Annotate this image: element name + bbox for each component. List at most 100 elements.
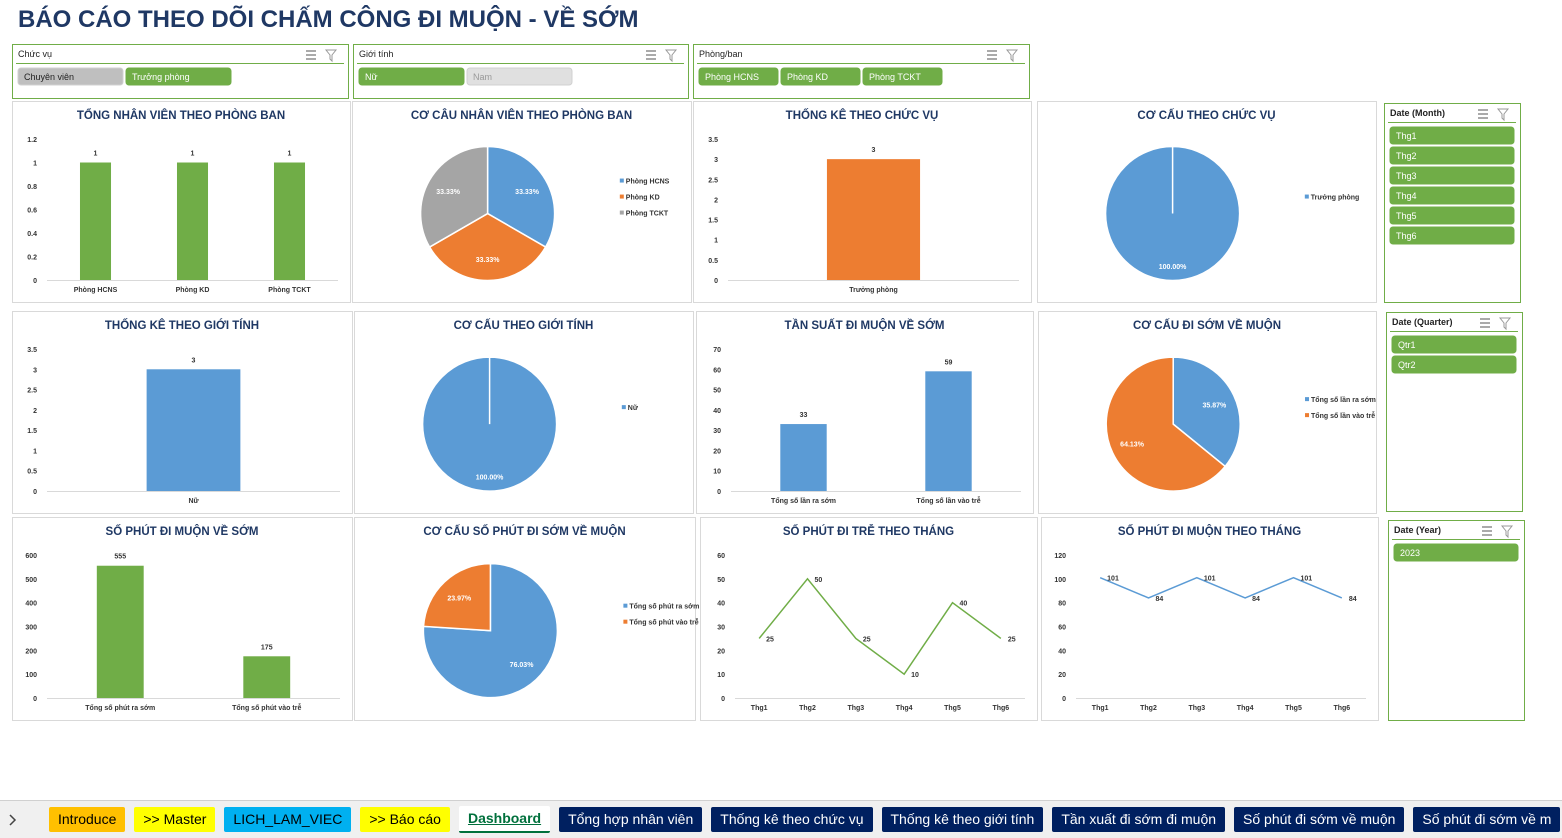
sheet-tab[interactable]: Tần xuất đi sớm đi muộn: [1052, 807, 1226, 832]
slicer-item-label[interactable]: 2023: [1400, 548, 1420, 558]
slicer-clear-icon[interactable]: [1498, 317, 1512, 331]
chart-title: SỐ PHÚT ĐI TRỄ THEO THÁNG: [783, 524, 954, 538]
y-tick-label: 2: [33, 408, 37, 415]
legend-label: Phòng TCKT: [626, 211, 669, 218]
slicer-item[interactable]: [1389, 186, 1515, 205]
sheet-tab[interactable]: Tổng hợp nhân viên: [559, 807, 703, 832]
data-label: 84: [1156, 596, 1164, 603]
y-tick-label: 0: [33, 278, 37, 285]
x-tick-label: Thg6: [1333, 705, 1350, 712]
legend-swatch: [619, 194, 624, 199]
y-tick-label: 200: [25, 648, 37, 655]
slicer-multiselect-icon[interactable]: [306, 50, 316, 60]
chart-panel: [696, 311, 1034, 514]
legend-label: Phòng HCNS: [626, 179, 670, 186]
y-tick-label: 80: [1058, 601, 1066, 608]
slicer-multiselect-icon[interactable]: [1478, 109, 1488, 119]
y-tick-label: 400: [25, 601, 37, 608]
slicer-multiselect-icon[interactable]: [1480, 318, 1490, 328]
x-tick-label: Thg4: [1237, 705, 1254, 712]
slicer-item[interactable]: [1389, 126, 1515, 145]
slicer-clear-icon[interactable]: [1500, 525, 1514, 539]
slicer-item-label[interactable]: Nam: [473, 72, 492, 82]
slicer-clear-icon[interactable]: [324, 49, 338, 63]
sheet-tabs: Introduce >> Master LICH_LAM_VIEC >> Báo cá…: [0, 800, 1562, 838]
slicer-item-label[interactable]: Phòng TCKT: [869, 72, 921, 82]
y-tick-label: 3.5: [708, 137, 718, 144]
x-tick-label: Nữ: [188, 498, 199, 505]
slicer-item-label[interactable]: Thg3: [1396, 171, 1417, 181]
slicer-item-label[interactable]: Thg2: [1396, 151, 1417, 161]
slicer-item-label[interactable]: Phòng HCNS: [705, 72, 759, 82]
y-tick-label: 3.5: [27, 347, 37, 354]
slicer-item[interactable]: [1391, 335, 1517, 354]
slicer-item[interactable]: [1389, 146, 1515, 165]
y-tick-label: 600: [25, 553, 37, 560]
y-tick-label: 30: [713, 428, 721, 435]
slicer-item-label[interactable]: Trưởng phòng: [132, 72, 190, 82]
data-label: 33: [800, 412, 808, 419]
chart-title: TẦN SUẤT ĐI MUỘN VỀ SỚM: [785, 319, 945, 332]
slicer-item[interactable]: [358, 67, 465, 86]
y-tick-label: 2: [714, 197, 718, 204]
data-label: 33.33%: [476, 257, 501, 264]
slicer-item[interactable]: [1389, 226, 1515, 245]
slicer-clear-icon[interactable]: [1496, 108, 1510, 122]
slicer-item-label[interactable]: Thg6: [1396, 231, 1417, 241]
slicer-multiselect-icon[interactable]: [646, 50, 656, 60]
sheet-tab[interactable]: Số phút đi sớm về m: [1413, 807, 1561, 832]
sheet-tab[interactable]: Dashboard: [458, 806, 551, 833]
bar: [243, 656, 291, 698]
slicer-clear-icon[interactable]: [664, 49, 678, 63]
pie-slice: [421, 356, 558, 492]
x-tick-label: Thg3: [847, 705, 864, 712]
data-label: 100.00%: [1159, 264, 1187, 271]
legend-swatch: [619, 178, 624, 183]
slicer-title: Chức vụ: [18, 49, 52, 59]
y-tick-label: 40: [713, 408, 721, 415]
slicer-item[interactable]: [466, 67, 573, 86]
sheet-tab[interactable]: >> Master: [134, 807, 216, 832]
slicer-title: Date (Month): [1390, 108, 1445, 118]
y-tick-label: 0.8: [27, 184, 37, 191]
slicer-item-label[interactable]: Thg4: [1396, 191, 1417, 201]
data-label: 25: [766, 636, 774, 643]
slicer-item-label[interactable]: Qtr1: [1398, 340, 1416, 350]
slicer-item-label[interactable]: Thg5: [1396, 211, 1417, 221]
slicer-item[interactable]: [125, 67, 232, 86]
slicer-item[interactable]: [1391, 355, 1517, 374]
x-tick-label: Thg1: [1092, 705, 1109, 712]
bar: [146, 369, 241, 491]
slicer-item-label[interactable]: Thg1: [1396, 131, 1417, 141]
y-tick-label: 60: [1058, 625, 1066, 632]
legend-label: Tổng số phút vào trễ: [629, 618, 698, 627]
slicer-item[interactable]: [1389, 166, 1515, 185]
slicer-item[interactable]: [862, 67, 943, 86]
sheet-tab[interactable]: Thống kê theo chức vụ: [711, 807, 873, 832]
slicer-item[interactable]: [1393, 543, 1519, 562]
slicer-item-label[interactable]: Qtr2: [1398, 360, 1416, 370]
scroll-arrow[interactable]: [0, 810, 40, 830]
slicer-item[interactable]: [17, 67, 124, 86]
slicer-multiselect-icon[interactable]: [1482, 526, 1492, 536]
slicer-item-label[interactable]: Chuyên viên: [24, 72, 74, 82]
sheet-tab[interactable]: LICH_LAM_VIEC: [224, 807, 352, 832]
sheet-tab[interactable]: Số phút đi sớm về muộn: [1234, 807, 1405, 832]
y-tick-label: 70: [713, 347, 721, 354]
y-tick-label: 0: [33, 489, 37, 496]
y-tick-label: 20: [713, 448, 721, 455]
slicer-multiselect-icon[interactable]: [987, 50, 997, 60]
sheet-tab[interactable]: Introduce: [49, 807, 126, 832]
sheet-tab[interactable]: >> Báo cáo: [360, 807, 450, 832]
slicer-item-label[interactable]: Nữ: [365, 72, 378, 82]
x-tick-label: Thg1: [751, 705, 768, 712]
slicer-item[interactable]: [1389, 206, 1515, 225]
y-tick-label: 40: [717, 601, 725, 608]
slicer-item[interactable]: [780, 67, 861, 86]
slicer-item-label[interactable]: Phòng KD: [787, 72, 829, 82]
slicer-item[interactable]: [698, 67, 779, 86]
slicer-clear-icon[interactable]: [1005, 49, 1019, 63]
y-tick-label: 0: [717, 489, 721, 496]
sheet-tab[interactable]: Thống kê theo giới tính: [881, 807, 1044, 832]
